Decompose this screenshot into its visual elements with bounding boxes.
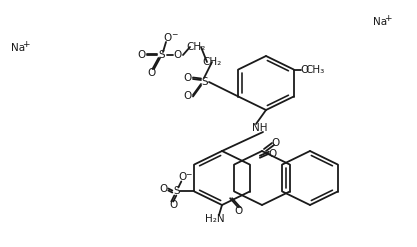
Text: O: O (138, 50, 146, 60)
Text: CH₃: CH₃ (305, 64, 324, 75)
Text: S: S (159, 50, 165, 60)
Text: −: − (185, 170, 191, 179)
Text: O: O (184, 91, 192, 101)
Text: O: O (272, 138, 280, 148)
Text: O: O (178, 172, 186, 183)
Text: +: + (22, 40, 30, 48)
Text: NH: NH (252, 123, 268, 133)
Text: O: O (164, 33, 172, 43)
Text: CH₂: CH₂ (186, 42, 206, 52)
Text: S: S (202, 77, 208, 87)
Text: Na: Na (11, 43, 25, 53)
Text: O: O (184, 73, 192, 83)
Text: O: O (169, 201, 177, 210)
Text: O: O (159, 184, 167, 193)
Text: O: O (269, 149, 277, 159)
Text: H₂N: H₂N (205, 214, 225, 224)
Text: O: O (174, 50, 182, 60)
Text: O: O (234, 206, 242, 216)
Text: Na: Na (373, 17, 387, 27)
Text: +: + (384, 14, 392, 22)
Text: −: − (171, 30, 177, 40)
Text: CH₂: CH₂ (202, 57, 221, 67)
Text: O: O (148, 68, 156, 78)
Text: S: S (173, 186, 180, 197)
Text: O: O (301, 64, 309, 75)
